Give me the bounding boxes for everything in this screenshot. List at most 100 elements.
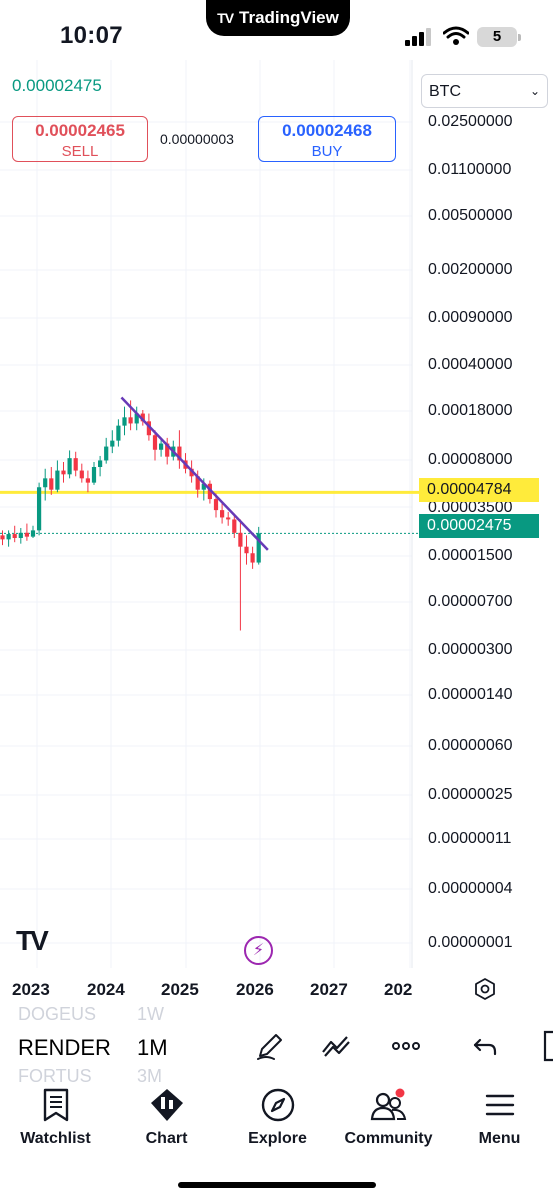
price-axis-label: 0.00000700 [428, 593, 513, 610]
watchlist-icon [43, 1088, 68, 1122]
price-chart[interactable] [0, 0, 555, 1010]
candle-body [201, 483, 206, 490]
nav-community-label: Community [344, 1130, 433, 1147]
candle-body [140, 413, 145, 422]
sell-label: SELL [61, 143, 99, 160]
candle-body [67, 458, 72, 475]
nav-explore-label: Explore [248, 1130, 307, 1147]
candle-body [55, 470, 60, 490]
nav-chart[interactable]: Chart [111, 1088, 222, 1148]
candle-body [30, 530, 36, 537]
battery-indicator: 5 [477, 27, 521, 47]
menu-icon [485, 1094, 514, 1116]
spread-value: 0.00000003 [160, 131, 234, 147]
price-axis-label: 0.02500000 [428, 113, 513, 130]
candle-body [134, 413, 139, 424]
candle-body [0, 535, 5, 540]
candle-body [250, 553, 255, 563]
time-axis-label: 2026 [236, 980, 274, 999]
interval-prev[interactable]: 1W [137, 1004, 164, 1024]
candle-body [213, 499, 219, 511]
chart-icon [150, 1089, 183, 1121]
candle-body [61, 470, 66, 475]
fullscreen-icon[interactable] [535, 1030, 555, 1062]
candle-body [37, 487, 42, 531]
cellular-signal-icon [405, 28, 431, 46]
candle-body [79, 470, 84, 479]
symbol-next[interactable]: FORTUS [18, 1066, 92, 1086]
candle-body [232, 519, 237, 533]
tradingview-logo-icon: TV [217, 10, 234, 26]
wifi-icon [443, 26, 469, 45]
candle-body [73, 458, 78, 471]
status-time: 10:07 [60, 22, 123, 49]
nav-menu[interactable]: Menu [444, 1088, 555, 1148]
candle-body [6, 534, 11, 540]
price-axis-label: 0.00090000 [428, 309, 513, 326]
tradingview-watermark-icon: TV [16, 925, 49, 956]
time-axis-label: 2025 [161, 980, 199, 999]
price-axis-label: 0.00000060 [428, 737, 513, 754]
time-axis-label: 202 [384, 980, 413, 999]
symbol-prev[interactable]: DOGEUS [18, 1004, 97, 1024]
app-pill-label: TradingView [239, 8, 339, 27]
lightning-icon[interactable]: ⚡ [244, 936, 273, 965]
candle-body [220, 510, 225, 518]
trendline [120, 396, 269, 551]
candle-body [122, 417, 127, 426]
more-options-icon[interactable] [390, 1030, 422, 1062]
currency-value: BTC [429, 83, 461, 100]
tradingview-pill: TV TradingView [206, 0, 350, 36]
price-axis-label: 0.00000025 [428, 786, 513, 803]
time-axis-label: 2023 [12, 980, 50, 999]
community-icon [370, 1088, 406, 1121]
notification-dot [395, 1088, 404, 1098]
symbol-current[interactable]: RENDER [18, 1035, 111, 1060]
nav-watchlist-label: Watchlist [20, 1130, 91, 1147]
nav-explore[interactable]: Explore [222, 1088, 333, 1148]
price-axis-label: 0.00003500 [428, 499, 513, 516]
buy-button[interactable]: 0.00002468 BUY [258, 116, 396, 162]
candle-body [128, 417, 133, 424]
price-axis-label: 0.00200000 [428, 261, 513, 278]
candle-body [24, 532, 29, 537]
candle-body [85, 478, 90, 483]
candle-body [207, 483, 212, 500]
price-axis-label: 0.00000011 [428, 830, 512, 847]
interval-current[interactable]: 1M [137, 1035, 168, 1060]
nav-community[interactable]: Community [333, 1088, 444, 1148]
candle-body [12, 534, 17, 538]
candle-body [152, 435, 158, 450]
candle-body [256, 533, 261, 563]
current-price-tag: 0.00002475 [419, 514, 539, 538]
price-axis-label: 0.00018000 [428, 402, 513, 419]
drawing-pen-icon[interactable] [254, 1030, 286, 1062]
nav-watchlist[interactable]: Watchlist [0, 1088, 111, 1148]
settings-icon[interactable] [474, 978, 496, 1000]
candle-body [110, 440, 115, 447]
candle-body [91, 467, 97, 483]
candle-body [195, 476, 200, 490]
nav-menu-label: Menu [478, 1130, 521, 1147]
price-axis-label: 0.00001500 [428, 547, 513, 564]
sell-button[interactable]: 0.00002465 SELL [12, 116, 148, 162]
currency-select[interactable]: BTC ⌄ [421, 74, 548, 108]
candle-body [146, 421, 151, 436]
candle-body [238, 532, 243, 547]
time-axis-label: 2027 [310, 980, 348, 999]
sell-price: 0.00002465 [35, 121, 125, 140]
candle-body [104, 446, 109, 461]
candle-body [49, 478, 54, 490]
nav-chart-label: Chart [145, 1130, 188, 1147]
price-axis-label: 0.00000004 [428, 880, 513, 897]
price-axis-label: 0.00000140 [428, 686, 513, 703]
explore-icon [261, 1088, 294, 1122]
candle-body [18, 532, 23, 538]
candle-body [244, 546, 249, 554]
candle-body [165, 443, 170, 457]
indicators-icon[interactable] [320, 1030, 352, 1062]
undo-icon[interactable] [470, 1030, 502, 1062]
buy-label: BUY [311, 143, 343, 160]
interval-next[interactable]: 3M [137, 1066, 163, 1086]
price-axis-label: 0.00000300 [428, 641, 513, 658]
